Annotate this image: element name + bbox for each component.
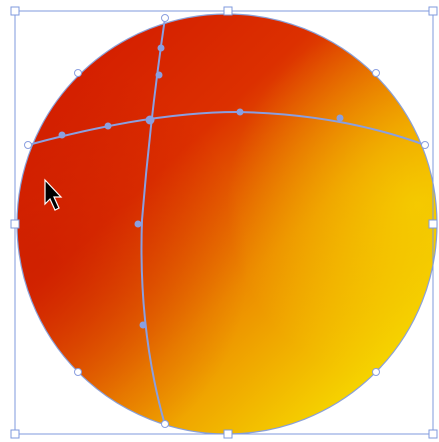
anchor-point[interactable]: [422, 142, 429, 149]
mesh-point[interactable]: [59, 132, 66, 139]
mesh-point[interactable]: [140, 322, 147, 329]
anchor-point[interactable]: [162, 421, 169, 428]
page: {}: [0, 0, 439, 442]
handle[interactable]: [11, 220, 19, 228]
anchor-point[interactable]: [25, 142, 32, 149]
anchor-point[interactable]: [373, 70, 380, 77]
anchor-point[interactable]: [162, 15, 169, 22]
handle[interactable]: [429, 7, 437, 15]
handle[interactable]: [11, 7, 19, 15]
mesh-point[interactable]: [237, 109, 244, 116]
mesh-point[interactable]: [156, 72, 163, 79]
handle[interactable]: [224, 7, 232, 15]
mesh-point[interactable]: [135, 221, 142, 228]
mesh-point[interactable]: [337, 115, 344, 122]
handle[interactable]: [429, 220, 437, 228]
handle[interactable]: [429, 430, 437, 438]
mesh-point[interactable]: [146, 116, 155, 125]
mesh-point[interactable]: [105, 123, 112, 130]
mesh-point[interactable]: [158, 45, 165, 52]
handle[interactable]: [224, 430, 232, 438]
canvas: [0, 0, 439, 442]
anchor-point[interactable]: [373, 369, 380, 376]
handle[interactable]: [11, 430, 19, 438]
anchor-point[interactable]: [75, 369, 82, 376]
anchor-point[interactable]: [75, 70, 82, 77]
